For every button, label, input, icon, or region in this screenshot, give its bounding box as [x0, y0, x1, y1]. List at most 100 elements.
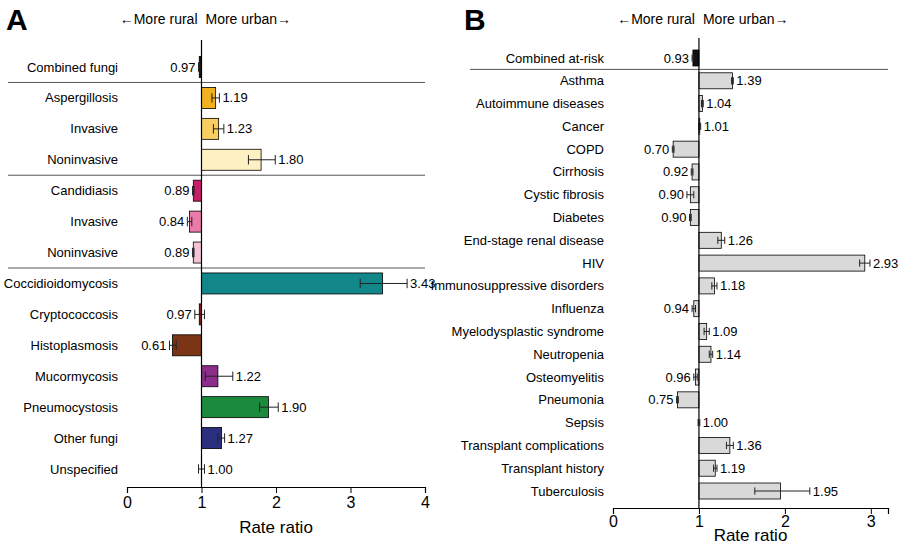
error-cap: [205, 372, 206, 381]
tick: 4: [421, 487, 430, 511]
figure: A←More ruralMore urban→Combined fungiAsp…: [0, 0, 900, 544]
error-cap: [695, 305, 696, 312]
error-bar: [213, 128, 223, 129]
error-cap: [716, 282, 717, 289]
category-label: HIV: [582, 256, 604, 271]
tick: 0: [609, 508, 618, 530]
tick-mark: [425, 487, 426, 493]
data-label: 1.00: [703, 415, 728, 430]
bar: [699, 232, 721, 248]
data-label: 1.14: [716, 347, 741, 362]
error-bar: [694, 377, 697, 378]
error-cap: [754, 487, 755, 494]
error-cap: [198, 464, 199, 473]
error-cap: [693, 191, 694, 198]
tick: 1: [198, 487, 207, 511]
category-labels: Combined fungi Aspergillosis Invasive Nonin…: [4, 60, 119, 477]
axis-line: [128, 488, 426, 494]
error-cap: [713, 465, 714, 472]
category-label: Cirrhosis: [553, 164, 605, 179]
bar: [690, 210, 699, 226]
error-bar: [218, 438, 225, 439]
error-bar: [860, 263, 870, 264]
bar: [202, 273, 383, 294]
axis-line: [614, 509, 889, 515]
category-label: Coccidioidomycosis: [4, 276, 119, 291]
error-bar: [718, 240, 725, 241]
category-label: Tuberculosis: [531, 484, 605, 499]
error-cap: [674, 146, 675, 153]
error-bar: [205, 376, 233, 377]
group-separator: [8, 82, 425, 83]
error-bar: [195, 314, 205, 315]
error-cap: [213, 124, 214, 133]
error-cap: [703, 100, 704, 107]
data-label: 1.39: [736, 73, 761, 88]
tick-mark: [351, 487, 352, 493]
data-label: 0.84: [159, 214, 184, 229]
error-bar: [714, 468, 717, 469]
reference-line: [201, 40, 202, 487]
data-label: 1.95: [813, 484, 838, 499]
error-cap: [704, 328, 705, 335]
bar: [699, 346, 711, 362]
annotation: More urban→: [206, 11, 292, 27]
data-labels: 0.971.191.231.800.890.840.893.430.970.61…: [141, 60, 435, 477]
error-cap: [248, 155, 249, 164]
error-bar: [687, 194, 694, 195]
bar: [699, 460, 715, 476]
error-cap: [693, 373, 694, 380]
category-label: Noninvasive: [47, 245, 118, 260]
category-label: Combined fungi: [27, 60, 118, 75]
bar: [699, 437, 730, 453]
error-cap: [733, 77, 734, 84]
error-bar: [726, 445, 733, 446]
data-label: 1.19: [222, 90, 247, 105]
error-cap: [709, 351, 710, 358]
category-label: Unspecified: [50, 462, 118, 477]
data-label: 1.01: [704, 119, 729, 134]
bar: [190, 211, 202, 232]
error-cap: [689, 214, 690, 221]
data-label: 1.90: [281, 400, 306, 415]
error-cap: [709, 328, 710, 335]
category-label: Osteomyelitis: [526, 370, 605, 385]
error-bar: [169, 345, 176, 346]
error-cap: [692, 305, 693, 312]
data-label: 0.97: [170, 60, 195, 75]
category-label: Invasive: [70, 214, 118, 229]
error-cap: [701, 100, 702, 107]
bar: [699, 255, 865, 271]
category-label: End-stage renal disease: [464, 233, 604, 248]
data-label: 0.75: [648, 392, 673, 407]
data-label: 1.22: [236, 369, 261, 384]
category-label: Pneumonia: [538, 392, 605, 407]
error-cap: [232, 372, 233, 381]
bar: [692, 164, 699, 180]
data-label: 1.36: [736, 438, 761, 453]
data-label: 1.27: [228, 431, 253, 446]
tick-label: 3: [347, 494, 356, 511]
error-cap: [859, 260, 860, 267]
data-label: 0.94: [664, 301, 689, 316]
category-label: Invasive: [70, 121, 118, 136]
error-cap: [187, 217, 188, 226]
error-cap: [194, 310, 195, 319]
category-label: Cystic fibrosis: [524, 187, 605, 202]
error-bar: [212, 97, 219, 98]
data-label: 1.00: [207, 462, 232, 477]
bar: [699, 278, 714, 294]
error-bar: [248, 159, 275, 160]
category-label: Histoplasmosis: [31, 338, 119, 353]
data-label: 1.23: [227, 121, 252, 136]
category-label: Aspergillosis: [45, 90, 118, 105]
panel: A←More ruralMore urban→Combined fungiAsp…: [4, 3, 436, 537]
error-cap: [697, 373, 698, 380]
panel: B←More ruralMore urban→Combined at-riskA…: [431, 3, 899, 544]
category-label: Transplant complications: [461, 438, 605, 453]
category-label: Other fungi: [54, 431, 118, 446]
tick-label: 0: [123, 494, 132, 511]
category-labels: Combined at-riskAsthmaAutoimmune disease…: [431, 51, 605, 499]
error-cap: [711, 282, 712, 289]
category-label: Diabetes: [553, 210, 605, 225]
